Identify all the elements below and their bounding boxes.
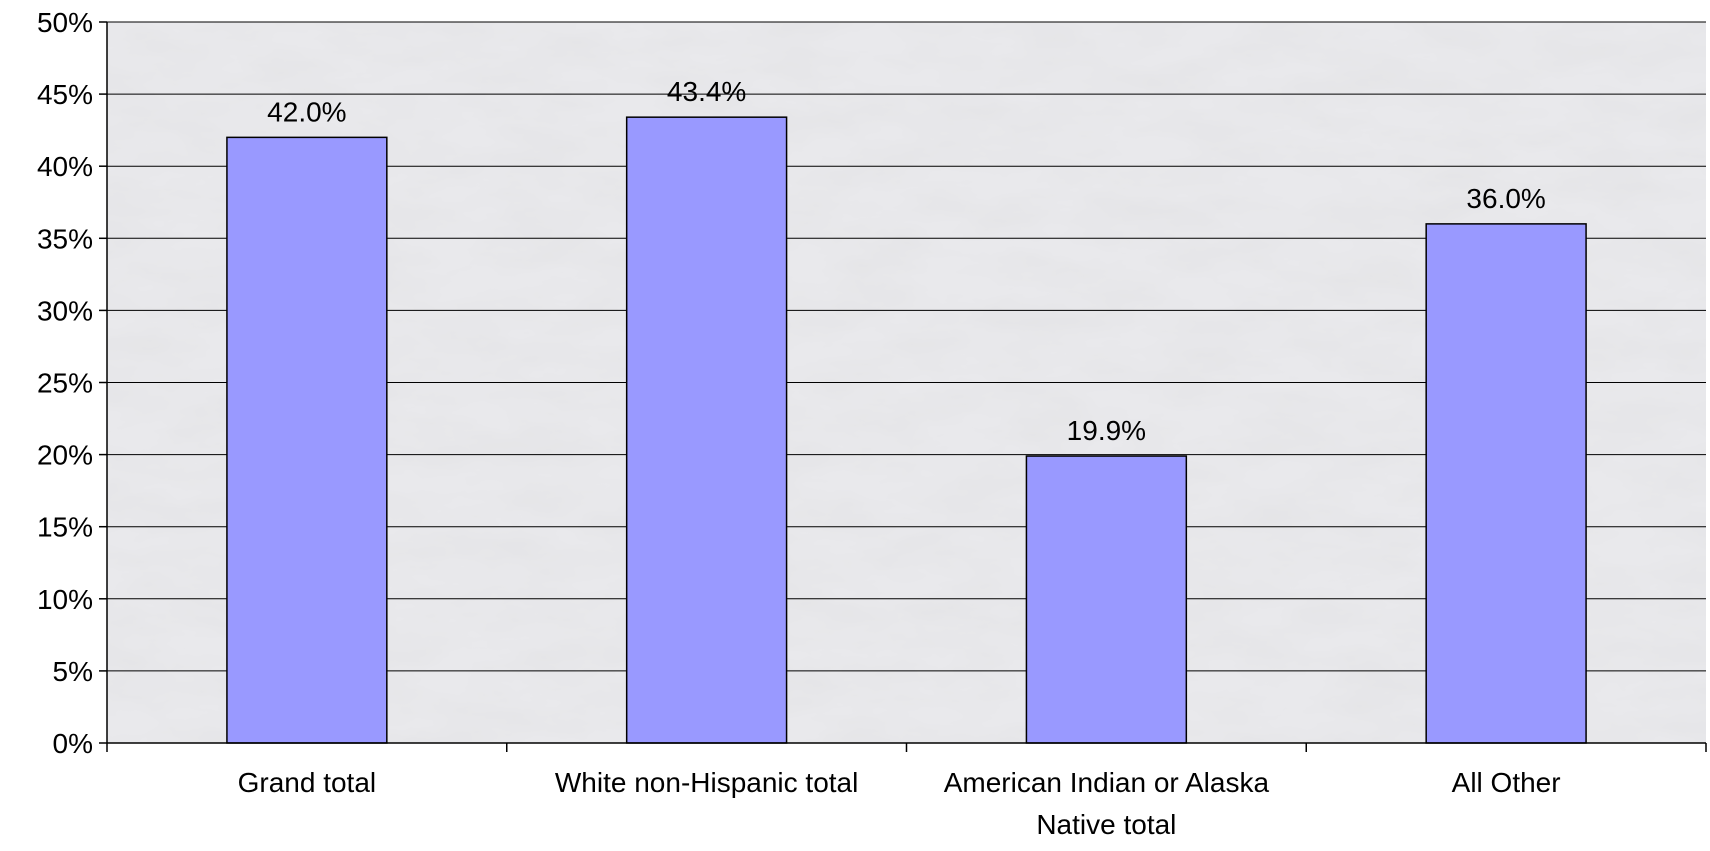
x-category-label: American Indian or Alaska Native total	[944, 767, 1270, 840]
y-tick-label: 10%	[37, 584, 93, 615]
x-category-label: All Other	[1452, 767, 1561, 798]
y-tick-label: 0%	[53, 728, 93, 759]
bar	[227, 137, 387, 743]
y-tick-label: 30%	[37, 295, 93, 326]
x-category-label: Grand total	[238, 767, 377, 798]
x-category-label-line: Native total	[1036, 809, 1176, 840]
y-tick-label: 50%	[37, 7, 93, 38]
y-tick-label: 25%	[37, 368, 93, 399]
x-category-label-line: All Other	[1452, 767, 1561, 798]
y-tick-label: 20%	[37, 440, 93, 471]
data-label: 36.0%	[1466, 183, 1545, 214]
data-label: 43.4%	[667, 76, 746, 107]
bar	[627, 117, 787, 743]
y-tick-label: 35%	[37, 223, 93, 254]
data-label: 19.9%	[1067, 415, 1146, 446]
bar	[1426, 224, 1586, 743]
y-tick-label: 15%	[37, 512, 93, 543]
y-tick-label: 40%	[37, 151, 93, 182]
y-tick-label: 5%	[53, 656, 93, 687]
data-label: 42.0%	[267, 96, 346, 127]
x-category-label-line: Grand total	[238, 767, 377, 798]
y-tick-label: 45%	[37, 79, 93, 110]
x-axis-categories: Grand total White non-Hispanic total Ameri…	[107, 743, 1706, 840]
x-category-label-line: White non-Hispanic total	[555, 767, 858, 798]
x-category-label-line: American Indian or Alaska	[944, 767, 1270, 798]
bar	[1026, 456, 1186, 743]
y-axis-ticks: 0% 5% 10% 15% 20% 25% 30% 35% 40% 45% 50%	[37, 7, 107, 759]
x-category-label: White non-Hispanic total	[555, 767, 858, 798]
